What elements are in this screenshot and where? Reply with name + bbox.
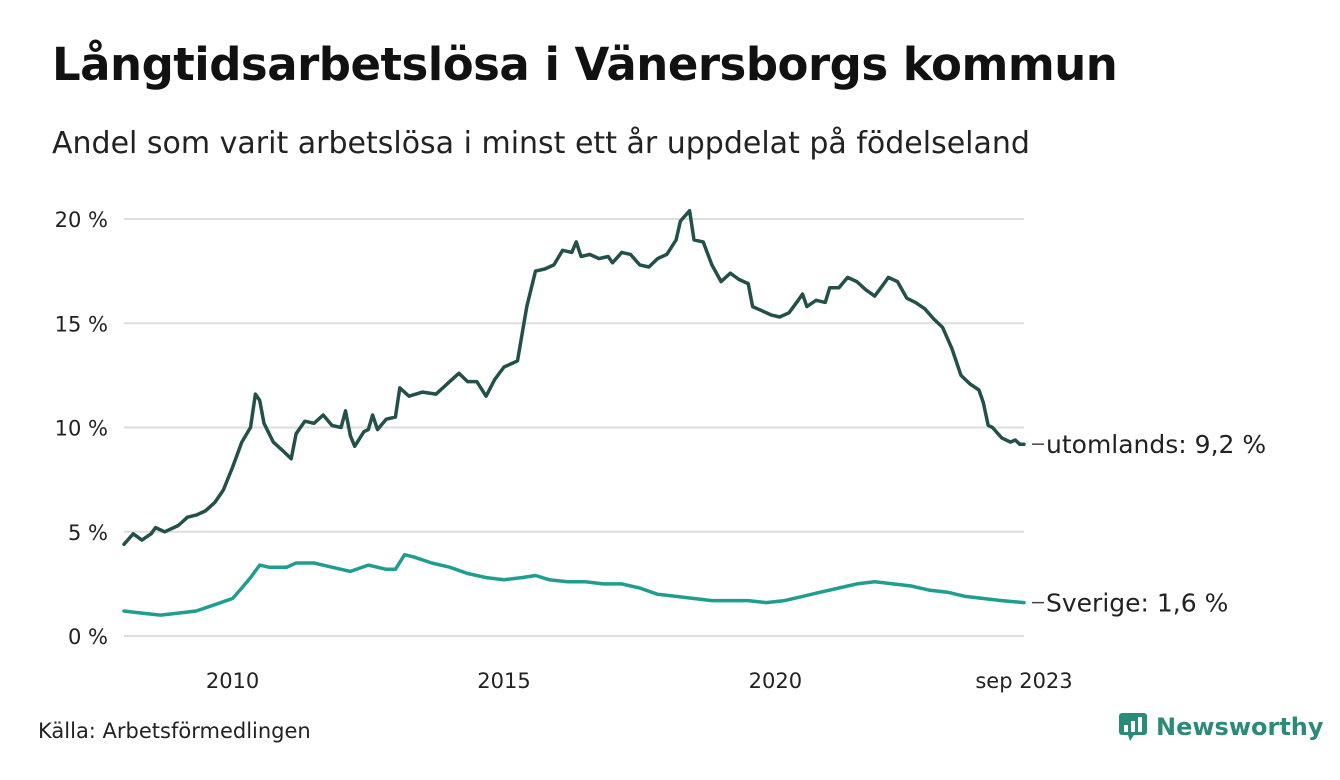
chart-subtitle: Andel som varit arbetslösa i minst ett å…: [52, 126, 1030, 161]
y-axis-ticks: 0 % 5 % 10 % 15 % 20 %: [55, 208, 108, 649]
end-label-sverige: Sverige: 1,6 %: [1046, 589, 1228, 618]
chart-title: Långtidsarbetslösa i Vänersborgs kommun: [52, 38, 1118, 91]
series-line-utomlands: [122, 208, 1026, 547]
x-tick-label: sep 2023: [975, 669, 1072, 693]
x-tick-label: 2010: [206, 669, 259, 693]
newsworthy-logo-icon: [1119, 713, 1147, 741]
series-line-sverige: [122, 552, 1026, 617]
gridlines: [124, 218, 1024, 637]
y-tick-label: 15 %: [55, 312, 108, 336]
end-label-utomlands: utomlands: 9,2 %: [1046, 430, 1266, 459]
x-tick-label: 2020: [749, 669, 802, 693]
series-lines: [122, 208, 1026, 617]
brand-name: Newsworthy: [1156, 713, 1324, 741]
y-tick-label: 10 %: [55, 417, 108, 441]
y-tick-label: 5 %: [68, 521, 108, 545]
source-note: Källa: Arbetsförmedlingen: [38, 719, 311, 743]
x-axis-ticks: 2010 2015 2020 sep 2023: [206, 669, 1073, 693]
series-end-labels: utomlands: 9,2 % Sverige: 1,6 %: [1032, 430, 1266, 618]
y-tick-label: 0 %: [68, 625, 108, 649]
brand-logo: Newsworthy: [1118, 712, 1324, 742]
x-tick-label: 2015: [477, 669, 530, 693]
y-tick-label: 20 %: [55, 208, 108, 232]
